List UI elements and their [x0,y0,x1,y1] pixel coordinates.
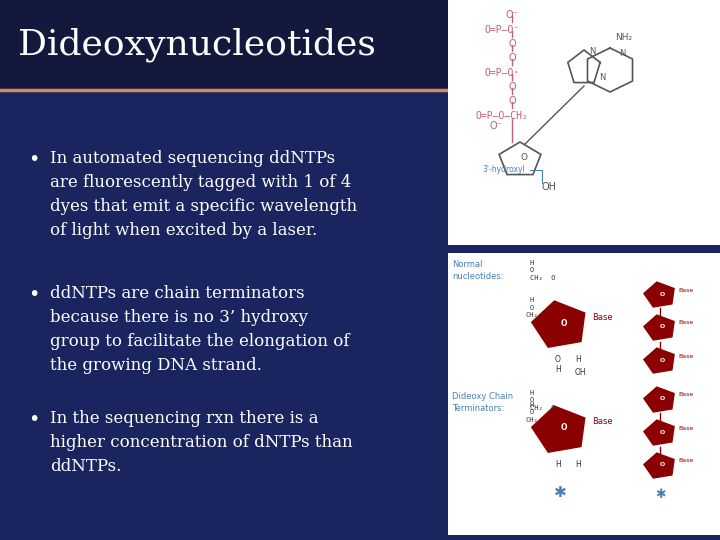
Text: H
O
CH₂  O: H O CH₂ O [530,390,556,411]
Polygon shape [532,301,585,347]
Text: O: O [555,355,561,364]
Text: •: • [28,150,40,169]
Text: ✱: ✱ [654,488,665,501]
Text: O=P—O·: O=P—O· [485,68,520,78]
Text: O=P—O⁻: O=P—O⁻ [485,25,520,35]
Bar [0,0,720,90]
Text: H
O
CH₂: H O CH₂ [526,297,539,318]
Text: OH: OH [574,368,586,377]
Text: N: N [589,48,595,57]
Text: N: N [599,73,606,83]
Text: O: O [508,39,516,49]
Text: H: H [555,460,561,469]
Text: Base: Base [678,393,693,397]
Text: Base: Base [592,313,613,321]
Polygon shape [644,387,674,412]
Polygon shape [644,315,674,340]
Text: Base: Base [678,287,693,293]
Text: Normal
nucleotides:: Normal nucleotides: [452,260,503,281]
Polygon shape [644,453,674,478]
Text: O⁻: O⁻ [505,10,518,20]
Text: Dideoxy Chain
Terminators:: Dideoxy Chain Terminators: [452,392,513,413]
Text: O: O [660,396,665,402]
Text: Base: Base [678,354,693,359]
Text: Base: Base [678,321,693,326]
Polygon shape [644,348,674,373]
Text: H
O
CH₂  O: H O CH₂ O [530,260,556,281]
Text: NH₂: NH₂ [616,33,633,42]
Text: H
O
CH₂: H O CH₂ [526,402,539,423]
Text: O: O [660,462,665,468]
Text: O: O [561,319,567,327]
Text: O: O [660,292,665,296]
Text: O: O [660,325,665,329]
Bar [448,253,720,535]
Text: O: O [561,423,567,433]
Text: In automated sequencing ddNTPs
are fluorescently tagged with 1 of 4
dyes that em: In automated sequencing ddNTPs are fluor… [50,150,357,239]
Text: N: N [618,50,625,58]
Text: O: O [521,153,528,163]
Text: Base: Base [592,417,613,427]
Text: O: O [508,53,516,63]
Text: Base: Base [678,458,693,463]
Text: H: H [555,365,561,374]
Text: O: O [660,429,665,435]
Text: O=P—O—CH₂: O=P—O—CH₂ [476,111,528,121]
Text: Dideoxynucleotides: Dideoxynucleotides [18,28,376,62]
Text: O: O [508,96,516,106]
Text: •: • [28,285,40,304]
Text: O⁻: O⁻ [490,121,503,131]
Text: H: H [575,460,581,469]
Text: OH: OH [542,182,557,192]
Text: H: H [575,355,581,364]
Text: O: O [660,357,665,362]
Text: Base: Base [678,426,693,430]
Text: ddNTPs are chain terminators
because there is no 3’ hydroxy
group to facilitate : ddNTPs are chain terminators because the… [50,285,349,374]
Text: ✱: ✱ [554,485,567,500]
Text: 3'-hydroxyl: 3'-hydroxyl [482,165,542,183]
Text: •: • [28,410,40,429]
Text: In the sequencing rxn there is a
higher concentration of dNTPs than
ddNTPs.: In the sequencing rxn there is a higher … [50,410,353,475]
Polygon shape [532,407,585,452]
Polygon shape [644,282,674,307]
Bar [448,0,720,245]
Text: O: O [508,82,516,92]
Polygon shape [644,420,674,445]
